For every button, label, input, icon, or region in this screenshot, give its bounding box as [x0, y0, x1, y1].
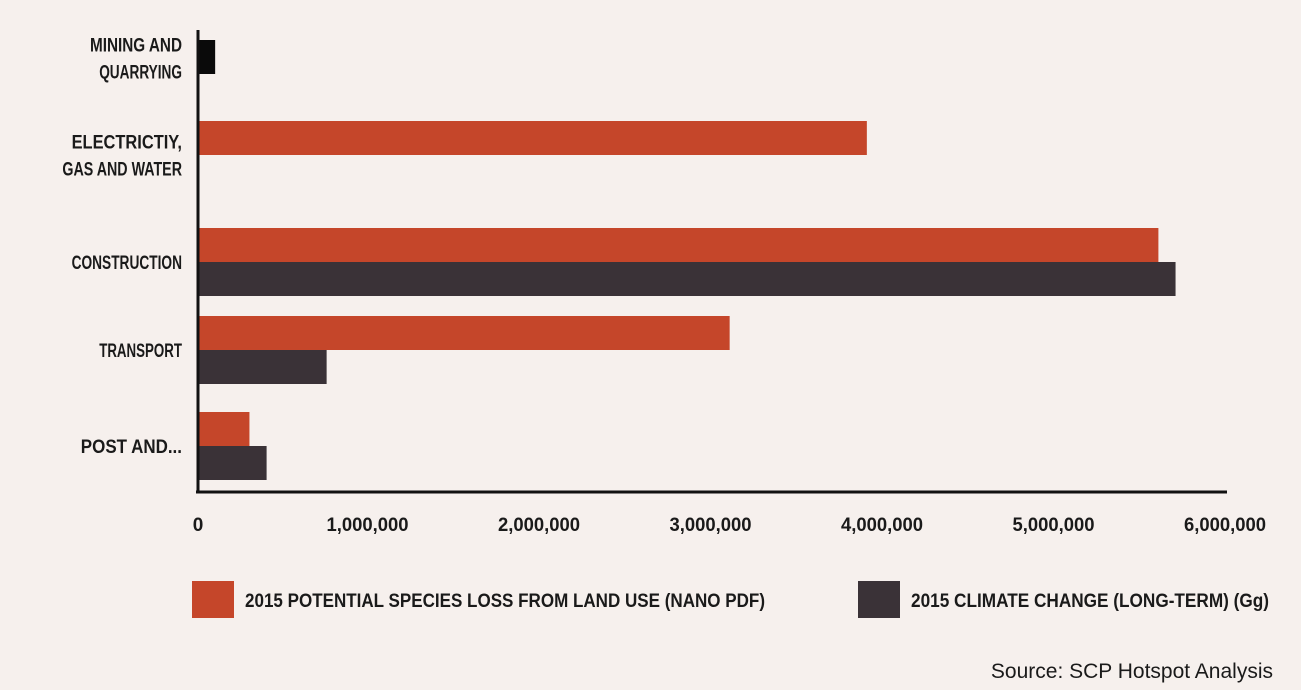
bar-species-loss-2 [198, 228, 1159, 262]
category-label: QUARRYING [99, 63, 182, 84]
category-label: POST AND... [81, 437, 182, 458]
bar-species-loss-4 [198, 412, 250, 446]
x-tick-label: 2,000,000 [498, 515, 580, 536]
x-tick-label: 6,000,000 [1184, 515, 1266, 536]
legend-swatch-0 [192, 581, 234, 618]
legend: 2015 POTENTIAL SPECIES LOSS FROM LAND US… [192, 581, 1269, 618]
category-label: TRANSPORT [99, 341, 182, 362]
x-tick-label: 1,000,000 [327, 515, 409, 536]
bar-climate-change-4 [198, 446, 267, 480]
x-tick-label: 5,000,000 [1013, 515, 1095, 536]
bars-layer [198, 40, 1176, 480]
bar-climate-change-2 [198, 262, 1176, 296]
x-tick-label: 0 [193, 515, 204, 536]
legend-swatch-1 [858, 581, 900, 618]
category-labels: MINING AND QUARRYING ELECTRICTIY, GAS AND W… [62, 36, 182, 459]
x-tick-label: 4,000,000 [841, 515, 923, 536]
bar-species-loss-1 [198, 121, 867, 155]
category-label: CONSTRUCTION [72, 253, 182, 274]
source-note: Source: SCP Hotspot Analysis [991, 660, 1273, 683]
bar-species-loss-3 [198, 316, 730, 350]
bar-climate-change-0 [198, 40, 216, 74]
category-label: GAS AND WATER [62, 160, 182, 181]
category-label: MINING AND [90, 36, 182, 57]
x-tick-labels: 0 1,000,000 2,000,000 3,000,000 4,000,000 5,0… [193, 515, 1266, 536]
bar-climate-change-3 [198, 350, 327, 384]
legend-label-1: 2015 CLIMATE CHANGE (LONG-TERM) (Gg) [911, 591, 1269, 612]
x-tick-label: 3,000,000 [670, 515, 752, 536]
legend-label-0: 2015 POTENTIAL SPECIES LOSS FROM LAND US… [245, 591, 765, 612]
category-label: ELECTRICTIY, [72, 133, 182, 154]
